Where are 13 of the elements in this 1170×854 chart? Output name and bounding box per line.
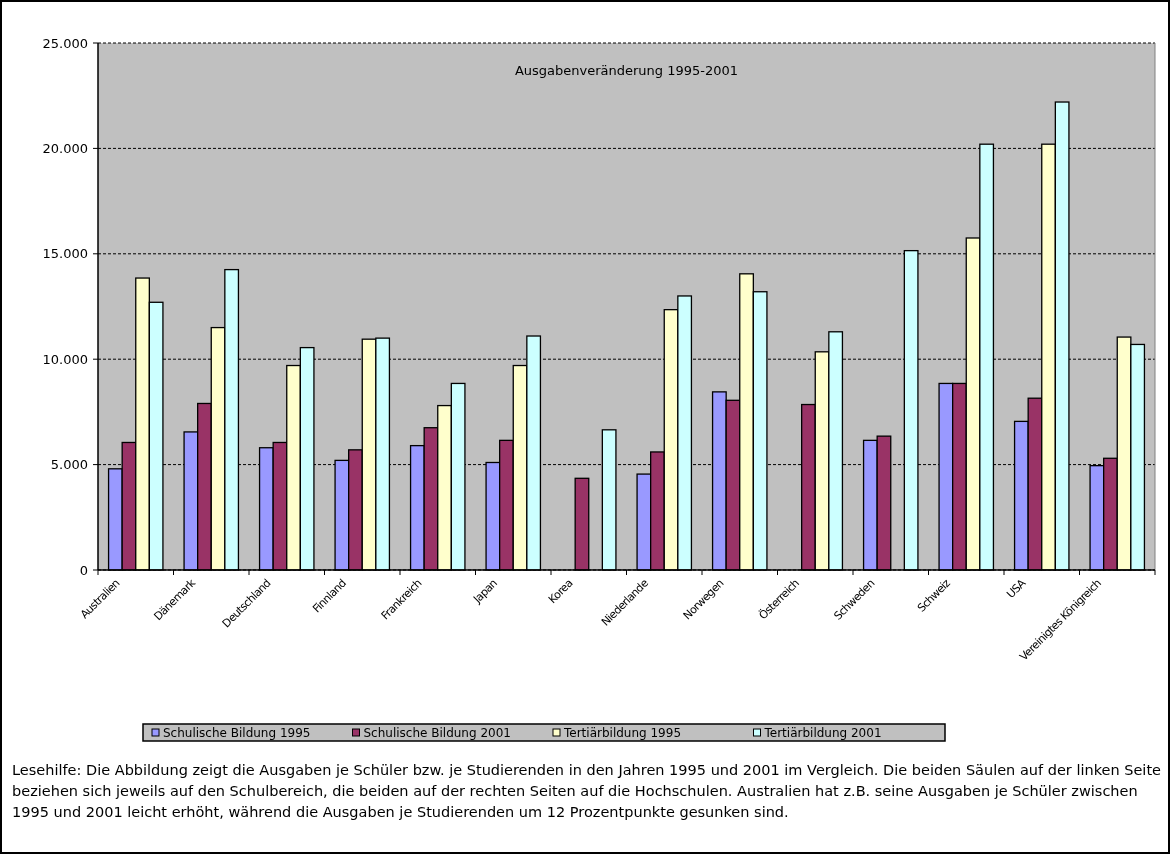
y-tick-label: 15.000 [42, 246, 88, 262]
legend-label: Tertiärbildung 1995 [563, 725, 682, 740]
legend-label: Tertiärbildung 2001 [763, 725, 882, 740]
y-tick-label: 20.000 [42, 140, 88, 156]
y-tick-label: 0 [79, 562, 88, 578]
legend-label: Schulische Bildung 1995 [163, 725, 311, 740]
y-tick-label: 5.000 [50, 457, 88, 473]
text: Lesehilfe: Die Abbildung zeigt die Ausgaben je Schüler bzw. je Studierenden in den Jahren 1995 und 2001 im Vergleich. Die beiden Säulen auf der linken Seite beziehen sich jeweils auf den Schulbereich, die beiden auf der rechten Seiten auf die Hochschulen. Australien hat z.B. seine Ausgaben je Schüler zwischen 1995 und 2001 leicht erhöht, während die Ausgaben je Studierenden um 12 Prozentpunkte gesunken sind. [12, 762, 1162, 820]
legend-label: Schulische Bildung 2001 [363, 725, 511, 740]
y-tick-label: 10.000 [42, 351, 88, 367]
y-tick-label: 25.000 [42, 35, 88, 51]
x-tick-label: USA [1004, 576, 1029, 601]
text: Ausgabenveränderung 1995-2001 [514, 63, 739, 78]
